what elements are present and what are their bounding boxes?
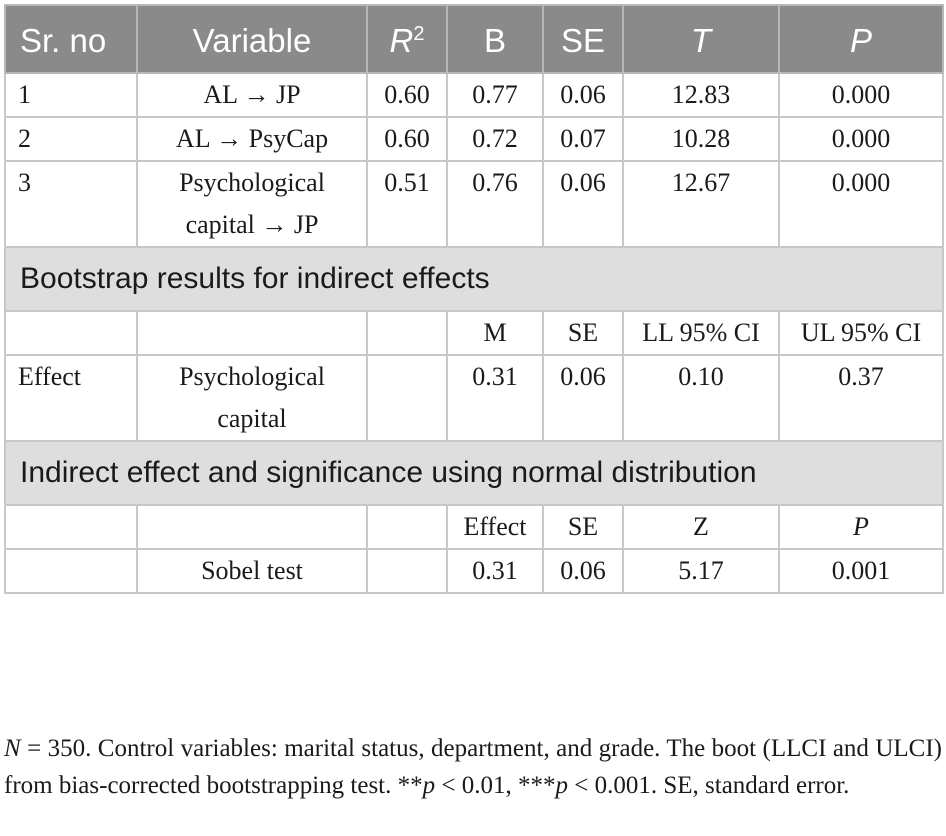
note-text: = 350. Control variables: marital status… — [4, 735, 942, 799]
cell-variable-line2: capital → JP — [185, 210, 319, 239]
cell-empty — [136, 310, 368, 356]
cell-ll: 0.10 — [622, 354, 780, 442]
table-footnote: N = 350. Control variables: marital stat… — [4, 730, 942, 804]
cell-sr: 1 — [4, 72, 138, 118]
cell-empty — [4, 504, 138, 550]
cell-r2: 0.51 — [366, 160, 448, 248]
results-table: Sr. no Variable R2 B SE T P 1 AL → JP 0.… — [4, 4, 944, 594]
section-header-bootstrap: Bootstrap results for indirect effects — [4, 246, 944, 312]
cell-variable: Psychological capital — [136, 354, 368, 442]
cell-ll-header: LL 95% CI — [622, 310, 780, 356]
cell-p-header: P — [778, 504, 944, 550]
cell-t: 12.83 — [622, 72, 780, 118]
cell-ul-header: UL 95% CI — [778, 310, 944, 356]
cell-t: 10.28 — [622, 116, 780, 162]
cell-empty — [4, 310, 138, 356]
cell-se: 0.07 — [542, 116, 624, 162]
cell-empty — [366, 310, 448, 356]
header-se: SE — [542, 4, 624, 74]
section-header-normal: Indirect effect and significance using n… — [4, 440, 944, 506]
table-header-row: Sr. no Variable R2 B SE T P — [4, 4, 944, 74]
section-title: Bootstrap results for indirect effects — [4, 246, 944, 312]
table-row: M SE LL 95% CI UL 95% CI — [4, 310, 944, 356]
cell-empty — [4, 548, 138, 594]
cell-variable-line1: Psychological — [179, 362, 325, 391]
cell-empty — [366, 548, 448, 594]
cell-variable-line1: Psychological — [179, 168, 325, 197]
cell-sr: 2 — [4, 116, 138, 162]
cell-r2: 0.60 — [366, 72, 448, 118]
cell-label: Effect — [4, 354, 138, 442]
table-row: Effect SE Z P — [4, 504, 944, 550]
table-row: Effect Psychological capital 0.31 0.06 0… — [4, 354, 944, 442]
cell-effect-header: Effect — [446, 504, 544, 550]
note-p-symbol: p — [422, 772, 436, 799]
cell-sr: 3 — [4, 160, 138, 248]
header-sr-no: Sr. no — [4, 4, 138, 74]
cell-z: 5.17 — [622, 548, 780, 594]
note-text-tail: < 0.001. SE, standard error. — [568, 772, 850, 799]
cell-z-header: Z — [622, 504, 780, 550]
header-r2: R2 — [366, 4, 448, 74]
cell-p: 0.001 — [778, 548, 944, 594]
cell-se: 0.06 — [542, 354, 624, 442]
cell-b: 0.76 — [446, 160, 544, 248]
note-text-mid: < 0.01, *** — [435, 772, 556, 799]
cell-se-header: SE — [542, 504, 624, 550]
cell-t: 12.67 — [622, 160, 780, 248]
cell-empty — [136, 504, 368, 550]
cell-se: 0.06 — [542, 72, 624, 118]
cell-label: Sobel test — [136, 548, 368, 594]
cell-p: 0.000 — [778, 160, 944, 248]
cell-variable: Psychological capital → JP — [136, 160, 368, 248]
cell-se: 0.06 — [542, 160, 624, 248]
header-p: P — [778, 4, 944, 74]
section-title: Indirect effect and significance using n… — [4, 440, 944, 506]
cell-p: 0.000 — [778, 72, 944, 118]
note-n-symbol: N — [4, 735, 21, 762]
cell-empty — [366, 504, 448, 550]
cell-p: 0.000 — [778, 116, 944, 162]
header-b: B — [446, 4, 544, 74]
table-row: 3 Psychological capital → JP 0.51 0.76 0… — [4, 160, 944, 248]
cell-variable-line2: capital — [217, 404, 287, 433]
cell-se: 0.06 — [542, 548, 624, 594]
cell-variable: AL → PsyCap — [136, 116, 368, 162]
cell-m: 0.31 — [446, 354, 544, 442]
cell-r2: 0.60 — [366, 116, 448, 162]
cell-b: 0.77 — [446, 72, 544, 118]
table-row: 1 AL → JP 0.60 0.77 0.06 12.83 0.000 — [4, 72, 944, 118]
cell-effect: 0.31 — [446, 548, 544, 594]
cell-ul: 0.37 — [778, 354, 944, 442]
cell-se-header: SE — [542, 310, 624, 356]
header-t: T — [622, 4, 780, 74]
cell-variable: AL → JP — [136, 72, 368, 118]
table-row: 2 AL → PsyCap 0.60 0.72 0.07 10.28 0.000 — [4, 116, 944, 162]
note-p-symbol: p — [555, 772, 569, 799]
table-row: Sobel test 0.31 0.06 5.17 0.001 — [4, 548, 944, 594]
cell-m-header: M — [446, 310, 544, 356]
cell-empty — [366, 354, 448, 442]
cell-b: 0.72 — [446, 116, 544, 162]
header-variable: Variable — [136, 4, 368, 74]
